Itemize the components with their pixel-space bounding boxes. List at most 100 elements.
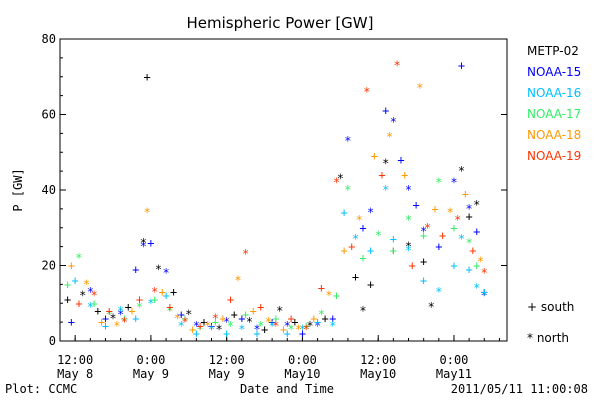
data-point: * — [284, 319, 291, 333]
data-point: * — [295, 323, 302, 337]
data-point: + — [132, 262, 139, 276]
data-point: + — [466, 209, 473, 223]
symbol-legend-entry: + south — [527, 300, 574, 314]
data-point: + — [466, 262, 473, 276]
data-point: + — [458, 58, 465, 72]
data-point: * — [318, 308, 325, 322]
data-point: * — [329, 319, 336, 333]
data-point: * — [299, 323, 306, 337]
data-point: * — [178, 319, 185, 333]
data-point: * — [303, 323, 310, 337]
x-tick-date: May 9 — [209, 367, 245, 381]
data-point: * — [344, 134, 351, 148]
x-tick-time: 0:00 — [136, 353, 165, 367]
data-point: * — [162, 266, 169, 280]
x-tick-time: 12:00 — [209, 353, 245, 367]
data-point: * — [359, 304, 366, 318]
data-point: + — [329, 311, 336, 325]
data-point: * — [121, 315, 128, 329]
data-point: * — [227, 319, 234, 333]
data-point: + — [299, 326, 306, 340]
data-point: * — [405, 240, 412, 254]
data-point: * — [382, 157, 389, 171]
legend-entry: METP-02 — [527, 44, 579, 58]
data-point: * — [481, 266, 488, 280]
data-point: * — [197, 323, 204, 337]
data-point: + — [340, 206, 347, 220]
data-point: + — [473, 259, 480, 273]
data-point: * — [477, 255, 484, 269]
data-point: * — [450, 175, 457, 189]
data-point: + — [462, 187, 469, 201]
data-point: * — [212, 311, 219, 325]
data-point: * — [223, 315, 230, 329]
data-point: + — [450, 221, 457, 235]
x-tick-time: 0:00 — [288, 353, 317, 367]
data-point: * — [276, 304, 283, 318]
data-point: + — [147, 236, 154, 250]
data-point: * — [458, 164, 465, 178]
legend-entry: NOAA-16 — [527, 86, 581, 100]
symbol-legend: + south * north — [527, 300, 574, 345]
data-point: + — [144, 70, 151, 84]
data-point: * — [79, 289, 86, 303]
data-point: * — [181, 315, 188, 329]
x-tick-time: 12:00 — [360, 353, 396, 367]
data-point: * — [428, 300, 435, 314]
data-point: + — [420, 255, 427, 269]
data-point: * — [382, 183, 389, 197]
data-point: + — [68, 259, 75, 273]
data-point: * — [272, 319, 279, 333]
data-point: * — [473, 281, 480, 295]
data-point: + — [291, 315, 298, 329]
data-point: * — [166, 304, 173, 318]
data-point: + — [397, 153, 404, 167]
data-point: + — [390, 243, 397, 257]
data-point: * — [204, 319, 211, 333]
legend-entry: NOAA-17 — [527, 107, 581, 121]
data-point: * — [155, 262, 162, 276]
y-tick-label: 20 — [42, 259, 56, 273]
x-tick-date: May10 — [360, 367, 396, 381]
x-tick-date: May11 — [436, 367, 472, 381]
data-point: + — [481, 285, 488, 299]
data-point: * — [208, 323, 215, 337]
data-point: + — [359, 251, 366, 265]
y-tick-label: 80 — [42, 32, 56, 46]
x-tick-date: May 8 — [57, 367, 93, 381]
data-point: + — [102, 319, 109, 333]
data-point: + — [450, 259, 457, 273]
data-point: + — [132, 311, 139, 325]
data-point: * — [147, 296, 154, 310]
data-point: * — [144, 206, 151, 220]
data-point: + — [231, 308, 238, 322]
data-point: + — [219, 311, 226, 325]
data-point: + — [242, 308, 249, 322]
y-tick-label: 40 — [42, 183, 56, 197]
data-point: + — [98, 315, 105, 329]
data-point: * — [416, 81, 423, 95]
data-point: * — [447, 206, 454, 220]
data-point: * — [185, 308, 192, 322]
data-point: + — [151, 292, 158, 306]
legend-entry: NOAA-15 — [527, 65, 581, 79]
x-axis-label: Date and Time — [240, 382, 334, 396]
legend-entry: NOAA-18 — [527, 128, 581, 142]
data-point: * — [117, 308, 124, 322]
data-point: + — [90, 296, 97, 310]
data-point: + — [223, 326, 230, 340]
legend: METP-02 NOAA-15 NOAA-16 NOAA-17 NOAA-18 NOAA-… — [527, 44, 581, 163]
data-point: + — [227, 292, 234, 306]
data-point: + — [208, 319, 215, 333]
data-point: + — [333, 289, 340, 303]
footer-right: 2011/05/11 11:00:08 — [451, 382, 588, 396]
data-point: + — [359, 221, 366, 235]
data-point: + — [412, 198, 419, 212]
data-point: + — [128, 304, 135, 318]
data-point: * — [306, 319, 313, 333]
data-point: + — [322, 311, 329, 325]
data-point: + — [439, 228, 446, 242]
data-point: * — [481, 289, 488, 303]
data-point: * — [287, 323, 294, 337]
data-point: * — [405, 183, 412, 197]
